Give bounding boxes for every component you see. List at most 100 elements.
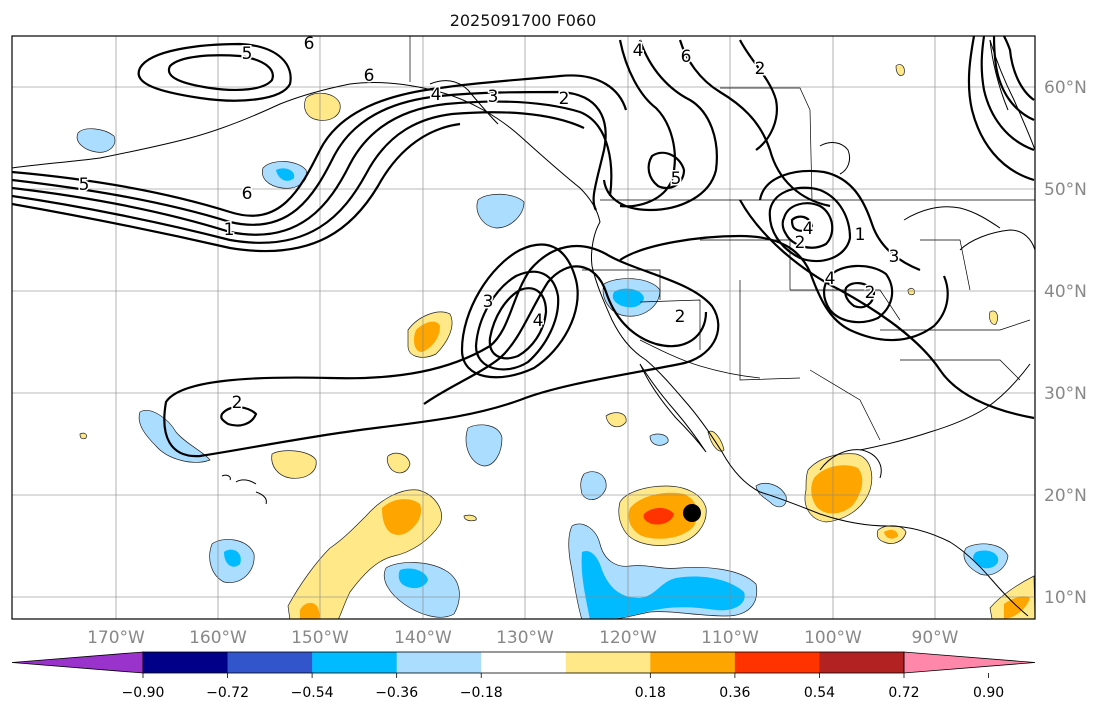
colorbar-tick-label: 0.18	[635, 685, 666, 701]
contour-label: 5	[79, 175, 90, 195]
contour-line	[460, 243, 579, 379]
colorbar-tick-label: 0.72	[888, 685, 919, 701]
contour-line	[618, 39, 676, 208]
contour-label: 5	[671, 169, 682, 189]
contour-line	[739, 199, 1035, 420]
contour-line	[647, 151, 686, 190]
lon-label: 120°W	[599, 628, 657, 648]
contour-line	[423, 265, 708, 405]
contour-label: 3	[889, 247, 900, 267]
contour-label: 2	[865, 283, 876, 303]
contour-label: 2	[795, 233, 806, 253]
contour-line	[12, 100, 613, 236]
contour-label: 1	[224, 220, 235, 240]
anomaly-negative-mid	[224, 168, 999, 619]
colorbar-segment	[143, 652, 229, 673]
contour-line	[137, 42, 292, 102]
lat-label: 50°N	[1044, 180, 1087, 200]
contour-line	[980, 36, 1035, 152]
colorbar-extend-high	[903, 651, 1036, 674]
contour-line	[220, 406, 258, 427]
colorbar-tick-label: −0.54	[291, 685, 334, 701]
colorbar-tick-label: 0.54	[804, 685, 835, 701]
lat-label: 20°N	[1044, 486, 1087, 506]
contour-label: 3	[488, 87, 499, 107]
colorbar-segment	[312, 652, 398, 673]
longitude-labels: 170°W 160°W 150°W 140°W 130°W 120°W 110°W 100°W…	[87, 628, 959, 648]
lat-label: 40°N	[1044, 282, 1087, 302]
contour-label: 4	[431, 85, 442, 105]
lon-label: 160°W	[189, 628, 247, 648]
colorbar-segment	[396, 652, 482, 673]
contour-line	[12, 111, 585, 244]
contour-label: 6	[304, 34, 315, 54]
map-title: 2025091700 F060	[450, 11, 597, 30]
lon-label: 170°W	[87, 628, 145, 648]
contour-line	[992, 36, 1035, 122]
lat-label: 10°N	[1044, 588, 1087, 608]
colorbar-tick-label: 0.90	[973, 685, 1004, 701]
contour-line	[163, 244, 720, 458]
contour-line	[602, 39, 718, 212]
lon-label: 130°W	[496, 628, 554, 648]
contour-label: 6	[242, 184, 253, 204]
lon-label: 110°W	[701, 628, 759, 648]
contour-line	[1003, 36, 1035, 101]
contour-line	[758, 169, 921, 272]
coastlines	[12, 39, 1035, 617]
contour-line	[739, 39, 778, 151]
lon-label: 140°W	[394, 628, 452, 648]
contour-label: 2	[755, 59, 766, 79]
anomaly-fills	[76, 64, 1035, 619]
contour-label: 3	[483, 292, 494, 312]
colorbar-tick-label: −0.72	[206, 685, 249, 701]
height-contours	[12, 36, 1035, 458]
colorbar-segment	[227, 652, 313, 673]
gridlines	[12, 36, 1035, 619]
colorbar-tick-label: −0.36	[375, 685, 418, 701]
colorbar-segment	[481, 652, 567, 673]
contour-line	[790, 215, 814, 232]
colorbar-tick-label: −0.18	[460, 685, 503, 701]
colorbar	[11, 651, 1036, 678]
map-frame	[11, 35, 1036, 620]
lon-label: 100°W	[804, 628, 862, 648]
storm-center-marker	[683, 504, 701, 522]
contour-line	[12, 74, 628, 217]
contour-label: 4	[533, 311, 544, 331]
contour-line	[167, 54, 274, 92]
latitude-labels: 60°N 50°N 40°N 30°N 20°N 10°N	[1044, 78, 1087, 608]
contour-label: 4	[633, 41, 644, 61]
contour-line	[781, 202, 834, 249]
contour-line	[474, 270, 560, 371]
contour-label: 2	[675, 307, 686, 327]
contour-label: 6	[364, 66, 375, 86]
contour-label: 2	[559, 89, 570, 109]
lon-label: 150°W	[291, 628, 349, 648]
contour-label: 4	[803, 219, 814, 239]
colorbar-segment	[819, 652, 905, 673]
contour-line	[967, 36, 1035, 182]
contour-label: 4	[825, 269, 836, 289]
colorbar-segment	[650, 652, 736, 673]
anomaly-positive-strong	[643, 508, 674, 525]
contour-line	[822, 264, 894, 324]
lat-label: 30°N	[1044, 384, 1087, 404]
colorbar-frame	[142, 651, 905, 674]
contour-line	[488, 287, 548, 360]
contour-label: 5	[242, 44, 253, 64]
lat-label: 60°N	[1044, 78, 1087, 98]
contour-line	[12, 122, 461, 253]
colorbar-tick-labels: −0.90 −0.72 −0.54 −0.36 −0.18 0.18 0.36 0.54 0.7…	[122, 685, 1005, 701]
contour-line	[12, 90, 607, 226]
colorbar-tick-label: −0.90	[122, 685, 165, 701]
lon-label: 90°W	[912, 628, 959, 648]
colorbar-segment	[734, 652, 820, 673]
contour-line	[619, 234, 949, 342]
colorbar-tick-label: 0.36	[719, 685, 750, 701]
contour-label: 1	[855, 225, 866, 245]
